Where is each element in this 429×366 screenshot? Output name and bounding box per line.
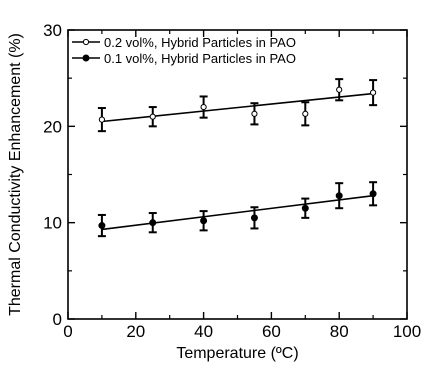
x-tick-label: 100 (393, 322, 421, 341)
series-0 (97, 78, 378, 133)
data-point (370, 89, 377, 96)
x-axis-title: Temperature (ºC) (176, 345, 298, 362)
legend-label: 0.2 vol%, Hybrid Particles in PAO (104, 35, 296, 50)
data-point (200, 217, 208, 225)
x-tick-label: 40 (194, 322, 213, 341)
data-point (149, 219, 157, 227)
data-point (250, 214, 258, 222)
plot-frame (67, 29, 408, 320)
y-tick-label: 0 (53, 310, 62, 329)
legend-label: 0.1 vol%, Hybrid Particles in PAO (104, 51, 296, 66)
y-tick-label: 30 (43, 21, 62, 40)
y-axis-title: Thermal Conductivity Enhancement (%) (7, 33, 24, 316)
data-point (301, 204, 309, 212)
data-point (200, 103, 207, 111)
legend-marker (82, 38, 90, 46)
data-point (251, 110, 258, 117)
data-point (335, 192, 343, 200)
data-point (336, 86, 343, 93)
y-tick-label: 10 (43, 214, 62, 233)
data-point (149, 113, 156, 120)
data-point (98, 222, 106, 230)
series-layer (97, 78, 378, 238)
data-point (302, 110, 309, 117)
x-tick-label: 0 (63, 322, 72, 341)
x-tick-label: 20 (126, 322, 145, 341)
x-tick-label: 80 (330, 322, 349, 341)
data-point (98, 116, 106, 123)
plot-area: 0 20 40 60 80 100 0 10 20 30 (43, 21, 421, 341)
legend-marker (82, 54, 90, 62)
x-tick-label: 60 (262, 322, 281, 341)
series-1 (97, 181, 378, 238)
fit-line (101, 92, 374, 123)
fit-line (101, 194, 374, 231)
data-point (369, 190, 377, 198)
y-tick-label: 20 (43, 117, 62, 136)
